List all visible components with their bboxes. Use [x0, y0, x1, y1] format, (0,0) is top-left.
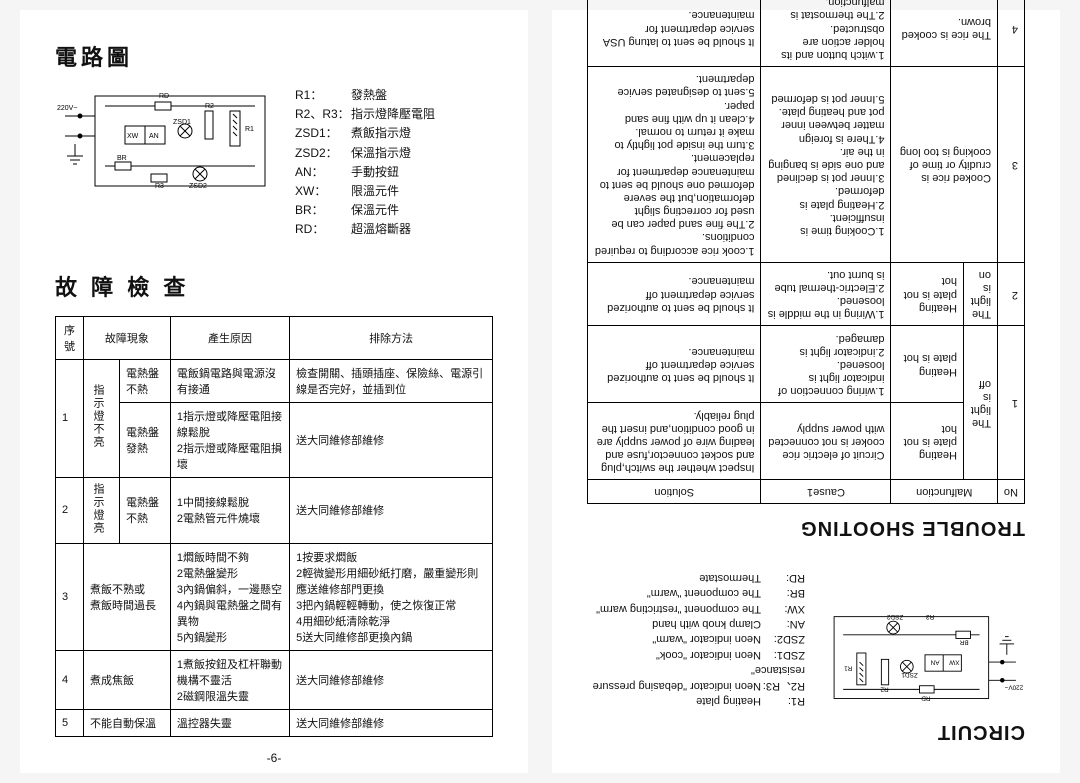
th-cause: 產生原因 — [170, 316, 289, 359]
th-sym: 故障現象 — [84, 316, 171, 359]
circuit-label: BR — [117, 155, 127, 162]
page-number-left: -6- — [55, 751, 493, 765]
svg-text:XW: XW — [949, 658, 959, 665]
svg-text:ZSD1: ZSD1 — [901, 671, 918, 678]
th-sol: 排除方法 — [290, 316, 493, 359]
table-row: 1 指示燈不亮 電熱盤不熱 電飯鍋電路與電源沒有接通 檢查開關、插頭插座、保險絲… — [56, 359, 493, 402]
table-row: 4 煮成焦飯 1煮飯按鈕及杠杆聯動機構不靈活 2磁鋼限溫失靈 送大同維修部維修 — [56, 650, 493, 709]
table-header-row: No Malfunction Cause1 Solution — [588, 480, 1025, 504]
svg-text:R1: R1 — [844, 665, 853, 672]
table-row: 3 Cooked rice is crudity or time of cook… — [588, 67, 1025, 263]
circuit-label: ZSD1 — [173, 119, 191, 126]
table-row: 1 The light is off Heating plate is not … — [588, 403, 1025, 480]
circuit-label: AN — [149, 133, 159, 140]
circuit-label: RD — [159, 93, 169, 100]
circuit-row-en: 220V~ RD R2 R1 XW AN ZSD1 BR R3 ZSD2 R1:… — [587, 569, 1025, 708]
table-row: 3 煮飯不熟或 煮飯時間過長 1燜飯時間不夠 2電熱盤變形 3內鍋偏斜，一邊懸空… — [56, 543, 493, 650]
table-row: 2 The light is on Heating plate is not h… — [588, 262, 1025, 326]
th-cause: Cause1 — [761, 480, 891, 504]
heading-trouble-en: TROUBLE SHOOTING — [587, 516, 1025, 539]
svg-text:R3: R3 — [925, 613, 934, 620]
circuit-diagram-cn: 220V~ RD R2 R1 XW AN ZSD1 BR R3 ZSD2 — [55, 86, 275, 206]
table-header-row: 序號 故障現象 產生原因 排除方法 — [56, 316, 493, 359]
svg-text:RD: RD — [921, 695, 931, 702]
th-sol: Solution — [588, 480, 762, 504]
th-no: 序號 — [56, 316, 84, 359]
th-no: No — [997, 480, 1024, 504]
table-row: Heating plate is hot 1.wiring connection… — [588, 326, 1025, 403]
table-row: 2 指示燈亮 電熱盤不熱 1中間接線鬆脫 2電熱管元件燒壞 送大同維修部維修 — [56, 477, 493, 543]
table-row: 4 The rice is cooked brown. 1.witch butt… — [588, 0, 1025, 67]
circuit-label: R2 — [205, 103, 214, 110]
th-mal: Malfunction — [891, 480, 997, 504]
table-row: 電熱盤發熱 1指示燈或降壓電阻接線鬆脫 2指示燈或降壓電阻損壞 送大同維修部維修 — [56, 402, 493, 477]
svg-text:R2: R2 — [880, 686, 889, 693]
svg-text:BR: BR — [959, 638, 968, 645]
trouble-table-cn: 序號 故障現象 產生原因 排除方法 1 指示燈不亮 電熱盤不熱 電飯鍋電路與電源… — [55, 316, 493, 737]
svg-text:220V~: 220V~ — [1004, 684, 1023, 691]
page-right: CIRCUIT — [552, 10, 1060, 773]
legend-cn: R1：發熱盤 R2、R3：指示燈降壓電阻 ZSD1：煮飯指示燈 ZSD2：保溫指… — [295, 86, 435, 240]
legend-en: R1:Heating plate R2、R3:Neon indicator "d… — [587, 569, 805, 708]
heading-circuit-cn: 電路圖 — [55, 40, 493, 72]
heading-trouble-cn: 故 障 檢 查 — [55, 270, 493, 302]
circuit-label: XW — [127, 133, 139, 140]
circuit-label: R3 — [155, 183, 164, 190]
circuit-row-cn: 220V~ RD R2 R1 XW AN ZSD1 BR R3 ZSD2 R1：… — [55, 86, 493, 240]
trouble-table-en: No Malfunction Cause1 Solution 1 The lig… — [587, 0, 1025, 504]
circuit-label: ZSD2 — [189, 183, 207, 190]
svg-text:AN: AN — [930, 658, 939, 665]
page-left: 電路圖 — [20, 10, 528, 773]
circuit-label: 220V~ — [57, 105, 77, 112]
svg-text:ZSD2: ZSD2 — [886, 613, 903, 620]
circuit-label: R1 — [245, 126, 254, 133]
circuit-diagram-en: 220V~ RD R2 R1 XW AN ZSD1 BR R3 ZSD2 — [825, 598, 1025, 708]
heading-circuit-en: CIRCUIT — [587, 720, 1025, 743]
table-row: 5 不能自動保溫 溫控器失靈 送大同維修部維修 — [56, 709, 493, 736]
